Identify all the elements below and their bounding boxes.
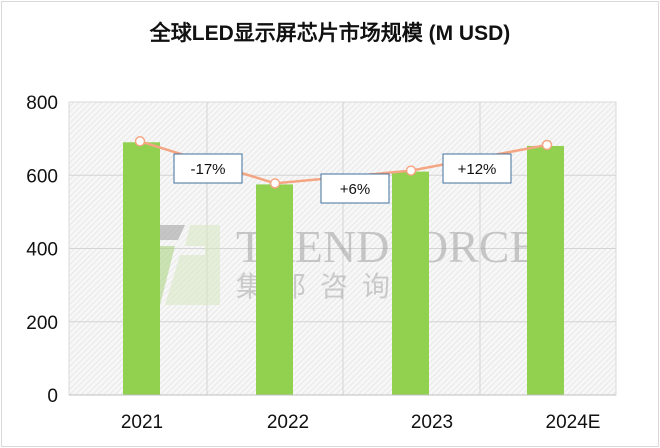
x-tick-label: 2024E bbox=[546, 412, 601, 433]
y-tick-label: 200 bbox=[26, 313, 58, 334]
y-tick-label: 800 bbox=[26, 93, 58, 114]
chart-title: 全球LED显示屏芯片市场规模 (M USD) bbox=[149, 21, 511, 45]
bar-2023 bbox=[392, 171, 429, 395]
change-label-box bbox=[173, 153, 243, 184]
y-tick-label: 400 bbox=[26, 240, 58, 261]
x-tick-label: 2021 bbox=[121, 412, 163, 433]
line-point bbox=[269, 178, 281, 189]
y-tick-label: 600 bbox=[26, 166, 58, 187]
bar-2022 bbox=[256, 184, 293, 395]
x-tick-label: 2023 bbox=[411, 412, 453, 433]
line-point bbox=[541, 139, 553, 151]
line-point bbox=[405, 165, 417, 176]
watermark-logo-mark bbox=[165, 225, 220, 305]
bar-2021 bbox=[123, 142, 160, 395]
change-label: -17% bbox=[190, 161, 225, 178]
change-label-box bbox=[442, 153, 512, 184]
x-tick-label: 2022 bbox=[267, 412, 309, 433]
change-label-box bbox=[320, 173, 390, 204]
change-label: +12% bbox=[458, 161, 497, 178]
bar-2024E bbox=[527, 145, 564, 395]
y-tick-label: 0 bbox=[47, 386, 58, 407]
line-point bbox=[134, 136, 146, 147]
change-label: +6% bbox=[340, 181, 370, 198]
